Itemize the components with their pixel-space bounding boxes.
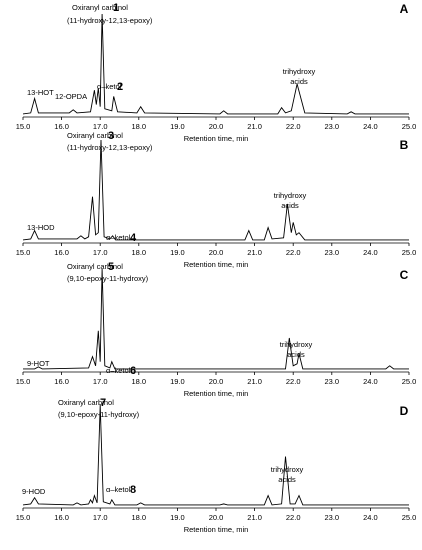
- annotation: trihydroxy: [274, 191, 307, 200]
- trace: [22, 139, 409, 241]
- x-tick-label: 17.0: [93, 377, 108, 386]
- x-tick-label: 19.0: [170, 122, 185, 131]
- x-tick-label: 15.0: [16, 248, 31, 257]
- x-tick-label: 19.0: [170, 248, 185, 257]
- x-tick-label: 16.0: [54, 377, 69, 386]
- trace: [22, 13, 409, 115]
- annotation: (11-hydroxy-12,13-epoxy): [67, 143, 153, 152]
- annotation: Oxiranyl carbinol: [72, 3, 128, 12]
- x-tick-label: 18.0: [131, 513, 146, 522]
- annotation: 13-HOT: [27, 88, 54, 97]
- annotation: (11-hydroxy-12,13-epoxy): [67, 16, 153, 25]
- x-tick-label: 15.0: [16, 513, 31, 522]
- annotation: 1: [113, 2, 119, 14]
- x-tick-label: 21.0: [247, 513, 262, 522]
- x-tick-label: 24.0: [363, 377, 378, 386]
- annotation: acids: [287, 350, 305, 359]
- x-tick-label: 20.0: [209, 248, 224, 257]
- annotation: α–ketol: [106, 366, 131, 375]
- x-tick-label: 25.0: [402, 513, 417, 522]
- panel-letter: C: [400, 268, 409, 282]
- trace: [22, 404, 409, 506]
- x-tick-label: 21.0: [247, 377, 262, 386]
- x-axis-label: Retention time, min: [184, 389, 249, 398]
- annotation: α–ketol: [106, 485, 131, 494]
- x-tick-label: 25.0: [402, 248, 417, 257]
- annotation: 3: [108, 130, 114, 142]
- annotation: acids: [281, 201, 299, 210]
- x-tick-label: 22.0: [286, 122, 301, 131]
- x-tick-label: 18.0: [131, 377, 146, 386]
- x-axis-label: Retention time, min: [184, 525, 249, 534]
- x-tick-label: 24.0: [363, 122, 378, 131]
- annotation: 5: [108, 261, 114, 273]
- annotation: 9-HOT: [27, 359, 50, 368]
- annotation: trihydroxy: [271, 465, 304, 474]
- x-tick-label: 20.0: [209, 122, 224, 131]
- x-tick-label: 15.0: [16, 377, 31, 386]
- x-tick-label: 15.0: [16, 122, 31, 131]
- x-tick-label: 24.0: [363, 248, 378, 257]
- annotation: 4: [130, 232, 137, 244]
- x-tick-label: 18.0: [131, 122, 146, 131]
- annotation: α–ketol: [106, 233, 131, 242]
- x-tick-label: 23.0: [324, 122, 339, 131]
- x-tick-label: 23.0: [324, 377, 339, 386]
- annotation: trihydroxy: [283, 67, 316, 76]
- x-tick-label: 25.0: [402, 122, 417, 131]
- annotation: acids: [278, 475, 296, 484]
- x-tick-label: 25.0: [402, 377, 417, 386]
- x-tick-label: 20.0: [209, 377, 224, 386]
- annotation: 7: [100, 397, 106, 409]
- x-tick-label: 21.0: [247, 248, 262, 257]
- x-tick-label: 24.0: [363, 513, 378, 522]
- x-tick-label: 23.0: [324, 248, 339, 257]
- x-tick-label: 20.0: [209, 513, 224, 522]
- x-tick-label: 19.0: [170, 513, 185, 522]
- panel-letter: D: [400, 404, 409, 418]
- trace: [23, 268, 409, 370]
- panel-letter: B: [400, 138, 409, 152]
- x-axis-label: Retention time, min: [184, 260, 249, 269]
- x-tick-label: 18.0: [131, 248, 146, 257]
- annotation: Oxiranyl carbinol: [67, 131, 123, 140]
- x-tick-label: 16.0: [54, 248, 69, 257]
- annotation: 9-HOD: [22, 487, 46, 496]
- annotation: 13-HOD: [27, 223, 55, 232]
- annotation: 2: [117, 81, 123, 93]
- annotation: trihydroxy: [280, 340, 313, 349]
- annotation: acids: [290, 77, 308, 86]
- annotation: (9,10-epoxy-11-hydroxy): [67, 274, 149, 283]
- x-tick-label: 21.0: [247, 122, 262, 131]
- x-axis-label: Retention time, min: [184, 134, 249, 143]
- annotation: Oxiranyl carbinol: [58, 398, 114, 407]
- x-tick-label: 22.0: [286, 377, 301, 386]
- annotation: 8: [130, 484, 136, 496]
- x-tick-label: 19.0: [170, 377, 185, 386]
- x-tick-label: 17.0: [93, 248, 108, 257]
- x-tick-label: 17.0: [93, 122, 108, 131]
- annotation: 12-OPDA: [55, 92, 87, 101]
- x-tick-label: 22.0: [286, 513, 301, 522]
- annotation: 6: [130, 365, 136, 377]
- x-tick-label: 23.0: [324, 513, 339, 522]
- annotation: α–ketol: [97, 82, 122, 91]
- x-tick-label: 16.0: [54, 122, 69, 131]
- x-tick-label: 22.0: [286, 248, 301, 257]
- x-tick-label: 16.0: [54, 513, 69, 522]
- annotation: Oxiranyl carbinol: [67, 262, 123, 271]
- x-tick-label: 17.0: [93, 513, 108, 522]
- annotation: (9,10-epoxy-11-hydroxy): [58, 410, 140, 419]
- panel-letter: A: [400, 2, 409, 16]
